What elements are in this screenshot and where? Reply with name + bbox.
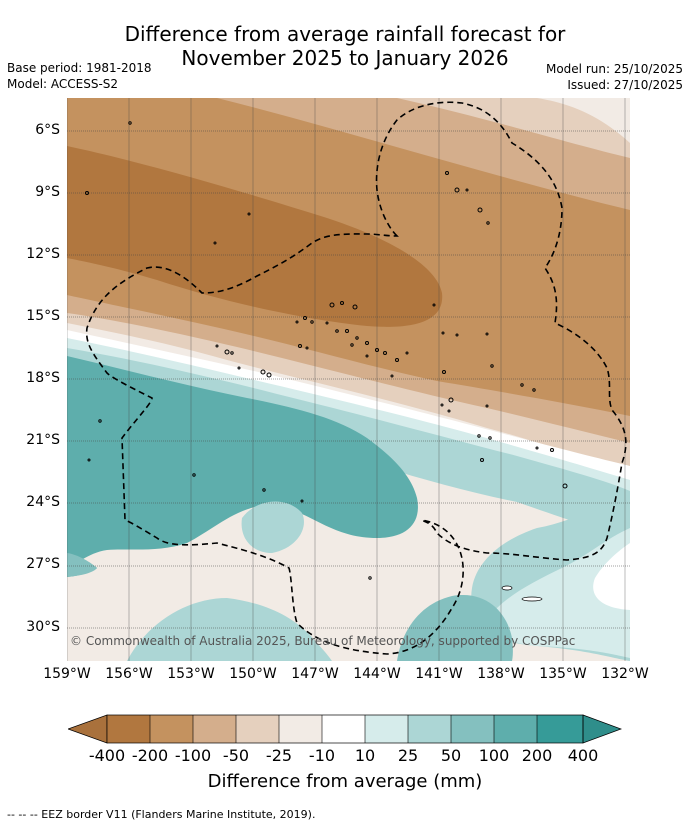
lon-label-141w: 141°W [415,666,463,682]
colorbar-label-minus400: -400 [88,746,126,765]
title-line-2: November 2025 to January 2026 [181,46,509,70]
colorbar-cell-1 [150,715,193,743]
rain-band-25-50-patch-b [127,598,332,661]
colorbar-cell-9 [494,715,537,743]
copyright-notice: © Commonwealth of Australia 2025, Bureau… [70,634,576,648]
eez-footnote: -- -- -- EEZ border V11 (Flanders Marine… [7,808,316,821]
colorbar-title: Difference from average (mm) [207,771,483,792]
colorbar-label-minus10: -10 [308,746,336,765]
colorbar-label-minus200: -200 [131,746,169,765]
lat-label-24s: 24°S [26,494,60,510]
colorbar-label-minus50: -50 [222,746,250,765]
colorbar-extend-low [68,714,108,744]
lat-label-18s: 18°S [26,370,60,386]
title-line-1: Difference from average rainfall forecas… [124,22,566,46]
rain-band-50-100-patch [397,595,513,661]
rain-band-50-100-patch-b [67,553,97,577]
colorbar-cell-7 [408,715,451,743]
rain-band-near-normal-patch [593,543,630,610]
lon-label-132w: 132°W [601,666,649,682]
lat-label-27s: 27°S [26,556,60,572]
colorbar-label-200: 200 [521,746,553,765]
lon-label-135w: 135°W [539,666,587,682]
colorbar-cell-10 [537,715,583,743]
colorbar-label-50: 50 [440,746,462,765]
forecast-map[interactable] [67,98,630,661]
map-title: Difference from average rainfall forecas… [0,22,690,70]
base-period: Base period: 1981-2018 [7,61,152,75]
lon-label-156w: 156°W [105,666,153,682]
lat-label-9s: 9°S [35,184,60,200]
rain-band-minus200-minus400 [67,146,443,327]
colorbar-label-25: 25 [397,746,419,765]
colorbar-label-10: 10 [354,746,376,765]
colorbar-label-minus100: -100 [174,746,212,765]
colorbar-cell-2 [193,715,236,743]
lat-label-30s: 30°S [26,619,60,635]
model-run: Model run: 25/10/2025 [545,62,683,76]
rain-band-10-25-patch-d [492,528,630,658]
colorbar-cell-8 [451,715,494,743]
lon-label-153w: 153°W [167,666,215,682]
lon-label-138w: 138°W [477,666,525,682]
island-far-south-east [521,596,543,602]
colorbar-cell-3 [236,715,279,743]
graticule [67,98,630,661]
colorbar-cell-4 [279,715,322,743]
model-name: Model: ACCESS-S2 [7,77,119,91]
colorbar-label-minus25: -25 [265,746,293,765]
lat-label-12s: 12°S [26,246,60,262]
rain-band-25-50-patch-a [241,501,304,553]
colorbar-cell-0 [107,715,150,743]
colorbar-cell-5 [322,715,365,743]
colorbar-cell-6 [365,715,408,743]
rain-band-100-200 [67,356,418,568]
colorbar-label-400: 400 [567,746,599,765]
issued-date: Issued: 27/10/2025 [567,78,683,92]
lat-label-21s: 21°S [26,432,60,448]
island-south-east-small [501,585,513,591]
colorbar [68,714,623,744]
meta-left: Base period: 1981-2018 Model: ACCESS-S2 [7,60,152,92]
islands [85,121,568,580]
colorbar-extend-high [582,714,623,744]
lon-label-150w: 150°W [229,666,277,682]
lon-label-144w: 144°W [353,666,401,682]
meta-right: Model run: 25/10/2025 Issued: 27/10/2025 [546,61,683,93]
lon-label-147w: 147°W [291,666,339,682]
lat-label-6s: 6°S [35,122,60,138]
eez-border [85,101,627,655]
lat-label-15s: 15°S [26,308,60,324]
lon-label-159w: 159°W [43,666,91,682]
colorbar-label-100: 100 [478,746,510,765]
